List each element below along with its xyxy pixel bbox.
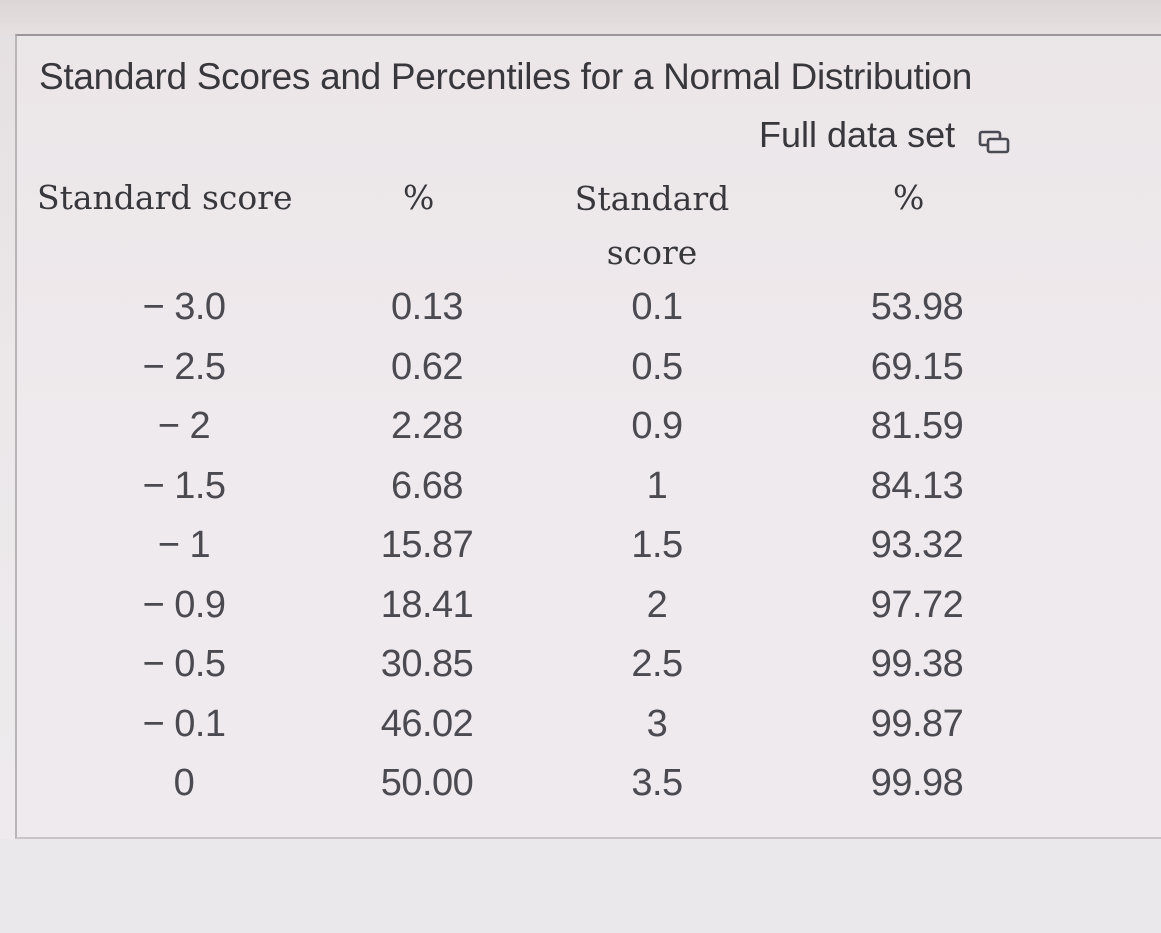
- full-data-set-link[interactable]: Full data set: [759, 114, 1011, 156]
- cell-percent-left: 6.68: [391, 464, 463, 507]
- cell-standard-score-right: 1: [646, 464, 668, 507]
- full-data-set-label: Full data set: [759, 114, 956, 155]
- cell-percent-right: 99.38: [870, 643, 964, 685]
- cell-standard-score-right: 0.5: [631, 345, 683, 388]
- header-percent-left: %: [403, 178, 435, 217]
- header-percent-right: %: [893, 178, 925, 217]
- cell-standard-score-right: 1.5: [631, 524, 683, 566]
- top-strip: [0, 0, 1161, 34]
- cell-standard-score-left: − 0.1: [142, 702, 226, 745]
- cell-percent-right: 81.59: [870, 405, 964, 447]
- cell-standard-score-left: − 0.5: [142, 643, 226, 685]
- cell-percent-left: 2.28: [391, 405, 463, 447]
- cell-standard-score-right: 3: [646, 702, 668, 745]
- cell-percent-left: 0.13: [391, 286, 463, 328]
- cell-percent-left: 50.00: [380, 762, 474, 804]
- cell-percent-right: 93.32: [870, 524, 964, 566]
- copy-icon[interactable]: [977, 122, 1011, 154]
- cell-percent-left: 15.87: [380, 524, 474, 566]
- cell-percent-right: 99.98: [870, 762, 964, 804]
- cell-percent-left: 18.41: [380, 583, 474, 626]
- cell-standard-score-left: 0: [173, 762, 195, 804]
- page-background: [0, 839, 1161, 933]
- cell-percent-left: 0.62: [391, 345, 463, 388]
- header-standard-score-right: Standard score: [557, 172, 747, 280]
- cell-percent-right: 97.72: [870, 583, 964, 626]
- cell-standard-score-right: 2: [646, 583, 668, 626]
- cell-standard-score-left: − 3.0: [142, 286, 226, 328]
- header-score-line2: score: [606, 233, 698, 272]
- header-standard-score-left: Standard score: [37, 178, 293, 217]
- data-table-panel: Standard Scores and Percentiles for a No…: [15, 34, 1161, 839]
- cell-percent-right: 53.98: [870, 286, 964, 328]
- cell-standard-score-right: 2.5: [631, 643, 683, 685]
- cell-standard-score-left: − 0.9: [142, 583, 226, 626]
- cell-percent-left: 30.85: [380, 643, 474, 685]
- table-title: Standard Scores and Percentiles for a No…: [39, 56, 973, 97]
- cell-percent-left: 46.02: [380, 702, 474, 745]
- cell-percent-right: 69.15: [870, 345, 964, 388]
- cell-standard-score-right: 3.5: [631, 762, 683, 804]
- cell-standard-score-left: − 1.5: [142, 464, 226, 507]
- cell-standard-score-right: 0.1: [631, 286, 683, 328]
- cell-standard-score-right: 0.9: [631, 405, 683, 447]
- cell-standard-score-left: − 1: [157, 524, 211, 566]
- cell-percent-right: 84.13: [870, 464, 964, 507]
- cell-standard-score-left: − 2.5: [142, 345, 226, 388]
- cell-percent-right: 99.87: [870, 702, 964, 745]
- header-standard-line1: Standard: [574, 179, 730, 218]
- cell-standard-score-left: − 2: [157, 405, 211, 447]
